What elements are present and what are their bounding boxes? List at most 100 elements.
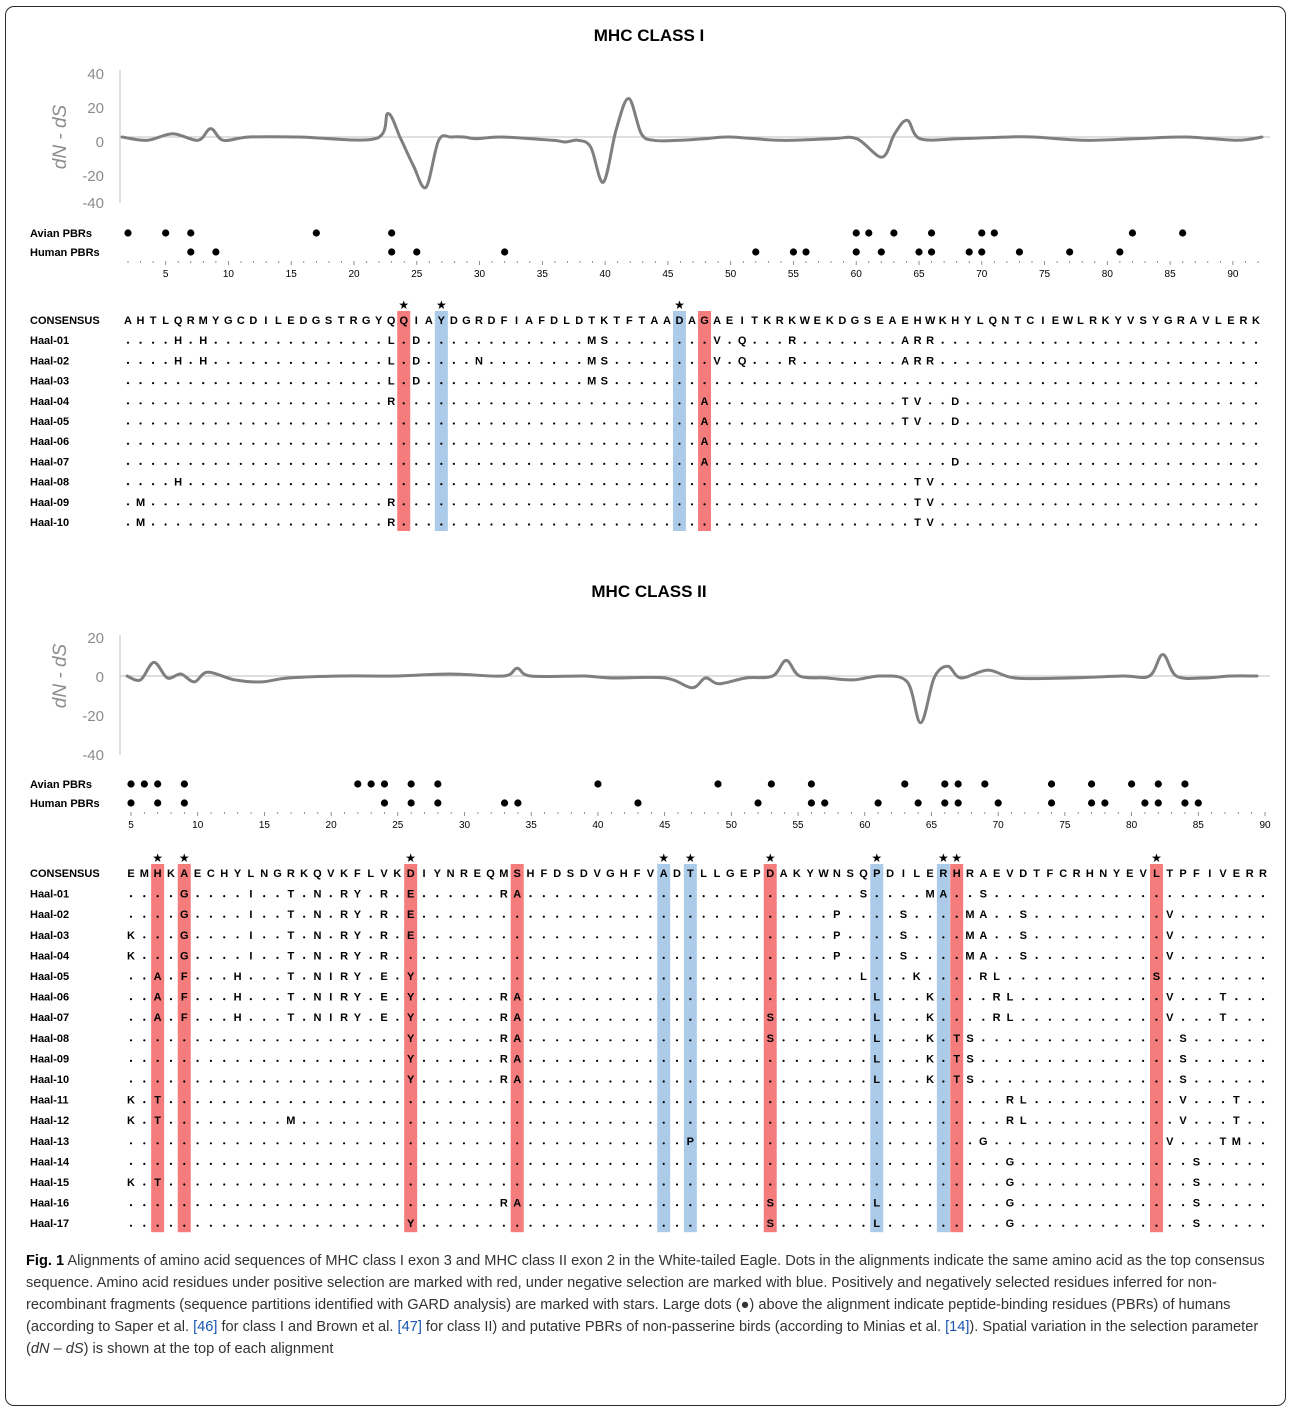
identity-dot [702,1142,705,1145]
identity-dot [164,523,167,526]
identity-dot [1115,1142,1118,1145]
identity-dot [1066,382,1070,385]
axis-tick-label: 20 [326,820,338,831]
caption-ref-link[interactable]: [46] [193,1319,218,1335]
identity-dot [1088,1162,1091,1165]
identity-dot [741,382,744,385]
identity-dot [665,402,669,405]
identity-dot [316,1121,319,1124]
identity-dot [1035,1224,1038,1227]
identity-dot [214,341,217,344]
consensus-residue: K [793,868,801,880]
consensus-residue: E [127,868,134,880]
consensus-residue: Y [807,868,815,880]
identity-dot [1179,462,1182,465]
identity-dot [689,1059,692,1062]
identity-dot [875,956,878,960]
identity-dot [415,462,418,465]
identity-dot [903,382,907,385]
variant-residue: R [914,335,922,347]
identity-dot [1115,1162,1118,1165]
identity-dot [596,895,599,898]
variant-residue: K [926,1012,934,1024]
identity-dot [1088,956,1091,960]
identity-dot [542,1142,545,1145]
identity-dot [339,341,343,344]
identity-dot [1054,341,1057,344]
identity-dot [891,402,894,405]
identity-dot [1022,1059,1025,1062]
identity-dot [542,1059,545,1062]
identity-dot [1004,483,1007,486]
identity-dot [1261,1101,1265,1104]
variant-residue: R [1006,1115,1014,1127]
avian-pbr-dot [714,780,722,788]
identity-dot [396,998,399,1001]
variant-residue: I [329,1012,332,1024]
identity-dot [1155,956,1158,960]
variant-residue: S [966,1053,973,1065]
variant-residue: V [713,355,721,367]
variant-residue: V [713,335,721,347]
caption-ref-link[interactable]: [14] [945,1319,970,1335]
identity-dot [303,936,306,939]
identity-dot [1022,1039,1025,1042]
identity-dot [223,895,226,898]
identity-dot [590,462,593,465]
identity-dot [809,1101,812,1104]
identity-dot [1261,977,1265,980]
identity-dot [236,956,239,960]
identity-dot [675,1224,679,1227]
identity-dot [126,523,130,526]
identity-dot [822,1059,825,1062]
identity-dot [1062,1039,1065,1042]
identity-dot [402,382,405,385]
identity-dot [875,895,878,898]
identity-dot [452,442,455,445]
identity-dot [249,1039,252,1042]
identity-dot [1217,402,1220,405]
identity-dot [991,462,994,465]
identity-dot [875,936,878,939]
identity-dot [377,462,380,465]
avian-pbr-dot [941,780,949,788]
human-pbr-dot [752,248,760,256]
axis-tick-label: 65 [926,820,938,831]
identity-dot [422,1204,426,1207]
variant-residue: T [287,930,294,942]
identity-dot [396,1121,399,1124]
identity-dot [991,483,994,486]
identity-dot [902,1142,905,1145]
identity-dot [649,1101,652,1104]
identity-dot [156,1080,159,1083]
identity-dot [1221,1162,1225,1165]
identity-dot [1004,422,1007,425]
identity-dot [1062,1121,1065,1124]
identity-dot [653,341,656,344]
identity-dot [356,1142,359,1145]
identity-dot [1041,422,1045,425]
identity-dot [1242,442,1245,445]
consensus-residue: W [818,868,829,880]
identity-dot [276,1059,279,1062]
identity-dot [365,402,368,405]
identity-dot [615,503,618,506]
identity-dot [436,1183,439,1186]
identity-dot [878,402,882,405]
variant-residue: Y [354,930,362,942]
identity-dot [382,1101,386,1104]
human-pbr-dot [501,248,509,256]
identity-dot [129,1142,133,1145]
identity-dot [126,402,130,405]
identity-dot [556,1080,559,1083]
identity-dot [678,382,681,385]
identity-dot [928,1121,932,1124]
caption-ref-link[interactable]: [47] [397,1319,422,1335]
identity-dot [889,1039,892,1042]
identity-dot [396,936,399,939]
identity-dot [742,998,745,1001]
identity-dot [609,915,612,918]
identity-dot [396,1080,399,1083]
identity-dot [766,422,769,425]
identity-dot [477,462,481,465]
